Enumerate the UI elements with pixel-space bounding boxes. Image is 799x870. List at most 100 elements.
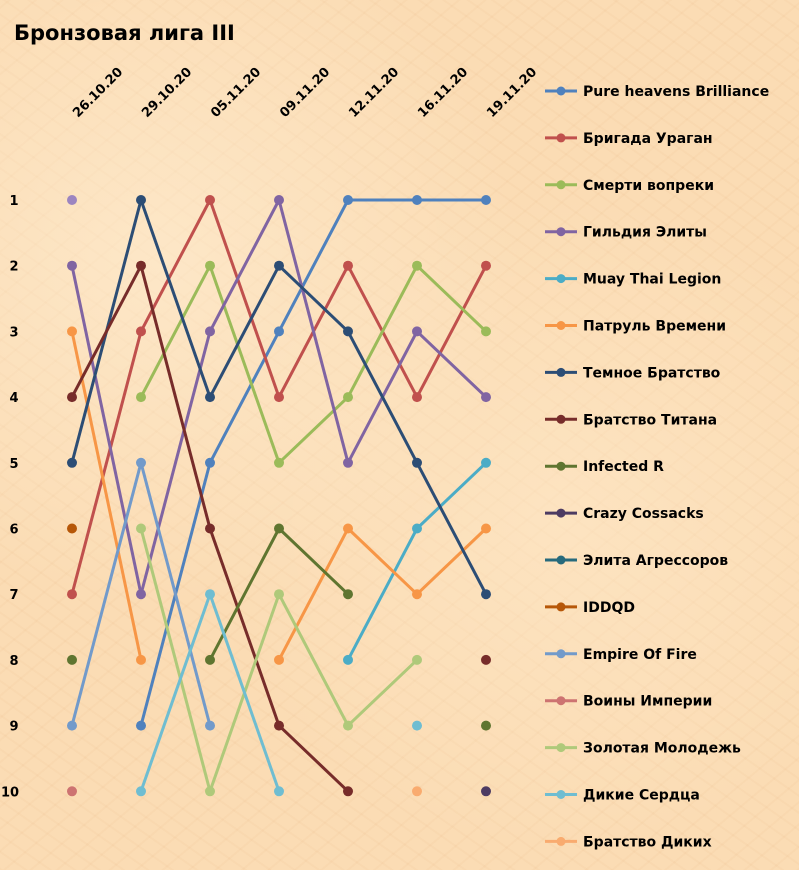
y-tick-label: 7 <box>9 588 18 603</box>
data-point <box>136 523 146 534</box>
legend-marker-icon <box>556 367 566 377</box>
data-point <box>412 392 422 403</box>
data-point <box>343 457 353 468</box>
series-line-segment <box>346 527 419 661</box>
data-point <box>67 260 77 271</box>
legend-item: Братство Титана <box>545 412 717 428</box>
data-point <box>67 720 77 731</box>
series-line-segment <box>346 265 419 398</box>
legend-item: Патруль Времени <box>545 319 726 335</box>
data-point <box>481 523 491 534</box>
series-line-segment <box>277 199 350 333</box>
series-line-segment <box>70 331 143 661</box>
series-line-segment <box>139 265 212 529</box>
data-point <box>481 392 491 403</box>
data-point <box>274 260 284 271</box>
legend-item: Темное Братство <box>545 365 721 381</box>
data-point <box>136 326 146 337</box>
series-line-segment <box>346 330 419 464</box>
series-line-segment <box>277 527 350 661</box>
data-point <box>67 392 77 403</box>
data-point <box>274 720 284 731</box>
data-point <box>274 195 284 205</box>
data-point <box>343 523 353 534</box>
series-line-segment <box>139 199 212 333</box>
data-point <box>343 392 353 403</box>
legend-marker-icon <box>556 414 566 424</box>
data-point <box>274 392 284 403</box>
series-line-segment <box>208 527 281 661</box>
data-point <box>205 457 215 468</box>
data-point <box>412 720 422 731</box>
series-line-segment <box>415 461 488 530</box>
series-line-segment <box>208 330 281 464</box>
series-line-segment <box>415 527 488 596</box>
y-tick-label: 4 <box>9 391 18 406</box>
series-13 <box>67 786 77 797</box>
y-tick-label: 9 <box>9 720 18 735</box>
legend-marker-icon <box>556 508 566 518</box>
series-line-segment <box>277 199 350 464</box>
series-line-segment <box>277 527 350 596</box>
legend-item: Empire Of Fire <box>545 647 697 663</box>
data-point <box>136 589 146 600</box>
legend-item: Братство Диких <box>545 834 712 850</box>
data-point <box>136 195 146 205</box>
x-tick-label: 26.10.20 <box>70 65 126 121</box>
legend-label: Патруль Времени <box>583 319 726 335</box>
data-point <box>412 786 422 797</box>
legend-marker-icon <box>556 461 566 471</box>
series-line-segment <box>346 527 419 596</box>
legend-item: Muay Thai Legion <box>545 272 721 288</box>
legend-label: Элита Агрессоров <box>583 553 728 569</box>
legend-item: Элита Агрессоров <box>545 553 728 569</box>
data-point <box>412 260 422 271</box>
legend-marker-icon <box>556 555 566 565</box>
y-tick-label: 3 <box>9 325 18 340</box>
data-point <box>136 786 146 797</box>
series-line-segment <box>277 264 350 333</box>
series-2 <box>136 260 491 468</box>
legend-label: Pure heavens Brilliance <box>583 84 769 100</box>
data-point <box>481 195 491 205</box>
data-point <box>412 523 422 534</box>
legend-marker-icon <box>556 133 566 143</box>
legend-item: Гильдия Элиты <box>545 225 707 241</box>
data-point <box>136 392 146 403</box>
series-line-segment <box>208 265 281 464</box>
series-line-segment <box>139 265 212 398</box>
x-tick-label: 05.11.20 <box>208 65 264 121</box>
x-tick-label: 29.10.20 <box>139 65 195 121</box>
data-point <box>274 457 284 468</box>
legend-label: Золотая Молодежь <box>583 741 741 757</box>
data-point <box>481 457 491 468</box>
series-7 <box>67 260 491 797</box>
series-line-segment <box>70 265 143 595</box>
data-point <box>136 260 146 271</box>
legend-marker-icon <box>556 790 566 799</box>
series-line-segment <box>415 462 488 595</box>
data-point <box>274 786 284 797</box>
data-point <box>67 457 77 468</box>
series-16 <box>412 786 422 797</box>
series-17 <box>67 195 77 205</box>
x-tick-label: 09.11.20 <box>277 65 333 121</box>
x-tick-label: 19.11.20 <box>484 65 540 121</box>
legend-label: Воины Империи <box>583 694 712 710</box>
data-point <box>481 589 491 600</box>
legend-marker-icon <box>556 227 566 237</box>
legend-marker-icon <box>556 696 566 706</box>
data-point <box>274 589 284 600</box>
series-line-segment <box>70 331 143 595</box>
legend-marker-icon <box>556 180 566 190</box>
series-line-segment <box>139 331 212 595</box>
series-line-segment <box>415 330 488 399</box>
legend-item: IDDQD <box>545 600 635 616</box>
legend-label: Братство Диких <box>583 834 712 850</box>
chart-title: Бронзовая лига III <box>14 21 235 45</box>
series-line-segment <box>70 462 143 726</box>
legend-marker-icon <box>556 836 566 846</box>
series-12 <box>67 457 215 731</box>
series-line-segment <box>139 528 212 792</box>
